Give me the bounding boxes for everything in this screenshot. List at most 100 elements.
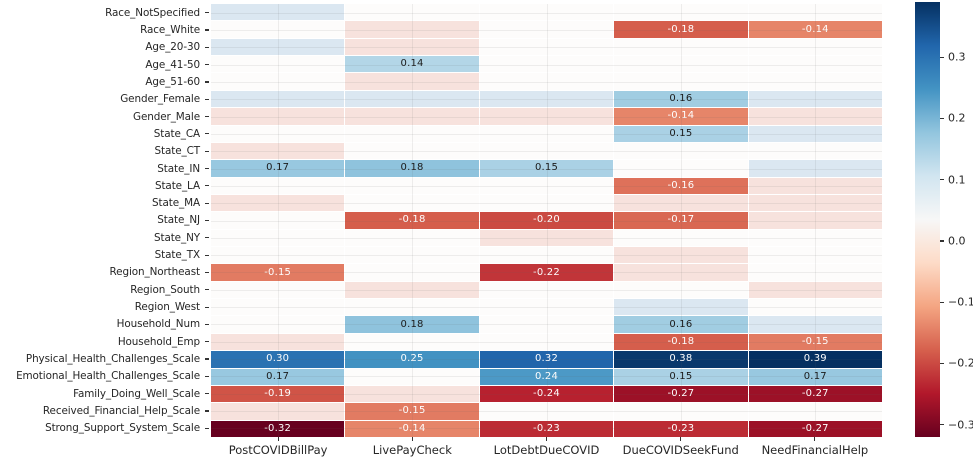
heatmap-cell [211,403,345,420]
heatmap-cell: -0.16 [614,177,748,194]
heatmap-cell [345,108,479,125]
heatmap-cell [614,73,748,90]
heatmap-cell [748,108,882,125]
heatmap-cell [345,264,479,281]
heatmap-cell [748,316,882,333]
heatmap-cell: -0.15 [211,264,345,281]
y-axis-tick [205,29,209,31]
heatmap-cell [345,4,479,21]
heatmap-cell: -0.14 [345,420,479,437]
heatmap-cell [748,56,882,73]
heatmap-cell [748,281,882,299]
y-tick-label: Strong_Support_System_Scale [45,422,200,435]
heatmap-cell: -0.27 [748,385,882,403]
y-tick-label: Region_West [134,301,200,314]
y-tick-label: Gender_Female [120,93,200,106]
heatmap-cell [345,247,479,264]
heatmap-cell: -0.27 [614,385,748,403]
colorbar-tick-label: −0.3 [948,418,973,432]
heatmap-cell [479,108,614,125]
y-axis-tick [205,306,209,308]
y-axis-tick [205,150,209,152]
y-axis-tick [205,133,209,135]
heatmap-cell [748,299,882,316]
heatmap-cell [345,125,479,142]
heatmap-cell [614,264,748,281]
y-axis-tick [205,46,209,48]
x-tick-label: LivePayCheck [372,443,452,457]
heatmap-cell: 0.24 [479,368,614,385]
heatmap-cell [479,177,614,194]
heatmap-cell [614,299,748,316]
heatmap-cell [479,90,614,108]
heatmap-cell [345,73,479,90]
heatmap-cell: 0.25 [345,351,479,368]
heatmap-cell [479,299,614,316]
colorbar-tick [940,240,944,242]
heatmap-cell [479,229,614,247]
heatmap-cell [479,21,614,38]
heatmap-cell [748,194,882,212]
heatmap-cell [748,160,882,177]
x-axis-tick [411,437,413,441]
heatmap-cell [479,142,614,160]
y-axis-tick [205,323,209,325]
heatmap-cell: -0.23 [614,420,748,437]
colorbar-tick [940,117,944,119]
heatmap-cell [479,4,614,21]
heatmap-cell [748,229,882,247]
y-axis-tick [205,375,209,377]
heatmap-cell: 0.32 [479,351,614,368]
heatmap-cell: 0.14 [345,56,479,73]
heatmap-cell: -0.15 [345,403,479,420]
heatmap-cell [345,299,479,316]
y-tick-label: State_MA [152,197,200,210]
heatmap-cell: -0.24 [479,385,614,403]
heatmap-cell: -0.18 [614,21,748,38]
colorbar-tick [940,56,944,58]
heatmap-cell [211,142,345,160]
heatmap-cell [479,125,614,142]
heatmap-cell [614,247,748,264]
heatmap-cell: 0.16 [614,90,748,108]
heatmap-cell [345,229,479,247]
heatmap-cell [479,73,614,90]
heatmap-cell [211,212,345,229]
x-axis-tick [814,437,816,441]
heatmap-cell [345,281,479,299]
heatmap-cell [211,316,345,333]
heatmap-cell [345,21,479,38]
heatmap-cell [479,194,614,212]
y-axis-tick [205,410,209,412]
y-tick-label: Race_NotSpecified [105,6,200,19]
heatmap-cell: 0.15 [479,160,614,177]
heatmap-cell [479,333,614,351]
heatmap-cell [748,38,882,56]
heatmap-cell [211,281,345,299]
heatmap-cell [614,142,748,160]
heatmap-cell [345,90,479,108]
heatmap-cell [614,194,748,212]
x-axis-tick [545,437,548,441]
heatmap-cell [748,177,882,194]
heatmap-cell: 0.16 [614,316,748,333]
y-axis-tick [205,289,209,291]
heatmap-cell [345,38,479,56]
colorbar-tick-label: 0.3 [948,50,966,64]
x-tick-label: PostCOVIDBillPay [228,443,328,457]
heatmap-cell [479,247,614,264]
heatmap-cell [748,264,882,281]
heatmap-cell [345,333,479,351]
heatmap-cell: 0.17 [211,160,345,177]
colorbar-tick [940,301,944,303]
colorbar-tick-label: 0.2 [948,111,966,125]
y-axis-tick [205,358,209,360]
y-axis-tick [205,427,209,429]
colorbar-tick-label: 0.0 [948,234,966,248]
y-axis-tick [205,185,209,187]
heatmap-cell: -0.32 [211,420,345,437]
y-tick-label: State_NY [153,231,200,244]
heatmap-cell [211,90,345,108]
heatmap-cell: 0.18 [345,316,479,333]
